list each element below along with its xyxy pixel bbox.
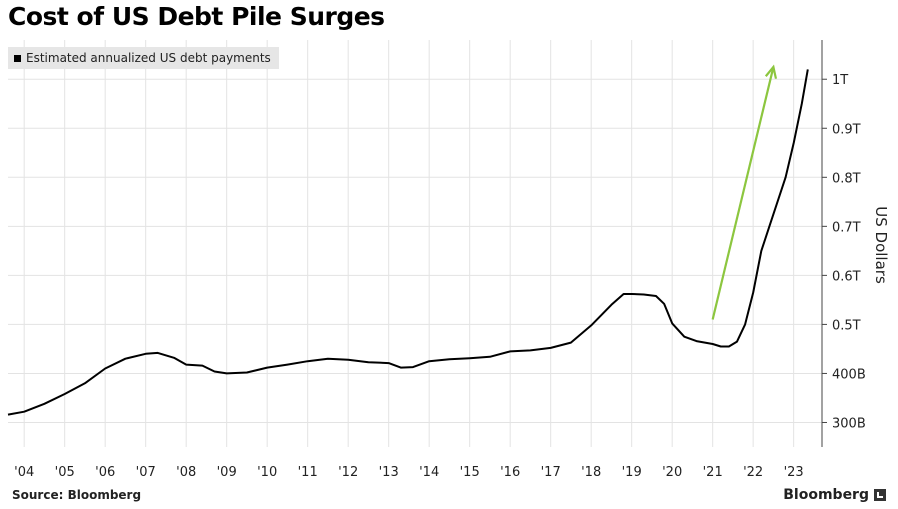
grid-layer xyxy=(8,40,822,447)
x-tick-label: '06 xyxy=(95,465,115,480)
y-tick-label: 0.6T xyxy=(832,269,861,284)
series-layer xyxy=(7,69,809,416)
debt-payments-line xyxy=(7,69,809,416)
source-note: Source: Bloomberg xyxy=(12,488,142,502)
x-tick-label: '20 xyxy=(662,465,682,480)
y-tick-label: 300B xyxy=(832,416,866,431)
x-tick-label: '21 xyxy=(703,465,723,480)
y-tick-label: 400B xyxy=(832,367,866,382)
legend: Estimated annualized US debt payments xyxy=(8,47,279,69)
y-tick-label: 1T xyxy=(832,73,848,88)
brand-mark: Bloomberg xyxy=(783,487,886,503)
x-tick-label: '10 xyxy=(257,465,277,480)
chart-title: Cost of US Debt Pile Surges xyxy=(8,2,385,31)
x-tick-label: '07 xyxy=(136,465,156,480)
axis-layer xyxy=(821,40,827,447)
y-axis-label: US Dollars xyxy=(872,206,890,284)
legend-label: Estimated annualized US debt payments xyxy=(26,51,271,65)
brand-name: Bloomberg xyxy=(783,487,869,503)
x-tick-label: '05 xyxy=(55,465,75,480)
y-tick-labels: 300B 400B 0.5T 0.6T 0.7T 0.8T 0.9T 1T xyxy=(832,73,866,431)
x-tick-label: '09 xyxy=(217,465,237,480)
x-tick-label: '22 xyxy=(743,465,763,480)
y-tick-label: 0.7T xyxy=(832,220,861,235)
trend-arrow-shaft xyxy=(711,66,775,320)
y-tick-label: 0.9T xyxy=(832,122,861,137)
legend-swatch xyxy=(14,54,21,62)
x-tick-label: '14 xyxy=(419,465,439,480)
x-tick-label: '12 xyxy=(338,465,358,480)
y-tick-label: 0.8T xyxy=(832,171,861,186)
y-tick-label: 0.5T xyxy=(832,318,861,333)
annotation-layer xyxy=(711,64,778,320)
x-tick-label: '04 xyxy=(14,465,34,480)
x-tick-label: '15 xyxy=(460,465,480,480)
x-tick-label: '08 xyxy=(176,465,196,480)
x-tick-labels: '04 '05 '06 '07 '08 '09 '10 '11 '12 '13 '14 '15 '16 '… xyxy=(14,465,804,480)
x-tick-label: '18 xyxy=(581,465,601,480)
x-tick-label: '17 xyxy=(541,465,561,480)
trend-arrow-head-icon xyxy=(764,64,778,79)
bloomberg-logo-icon xyxy=(874,489,886,501)
x-tick-label: '13 xyxy=(379,465,399,480)
x-tick-label: '16 xyxy=(500,465,520,480)
x-tick-label: '19 xyxy=(622,465,642,480)
x-tick-label: '11 xyxy=(298,465,318,480)
x-tick-label: '23 xyxy=(784,465,804,480)
